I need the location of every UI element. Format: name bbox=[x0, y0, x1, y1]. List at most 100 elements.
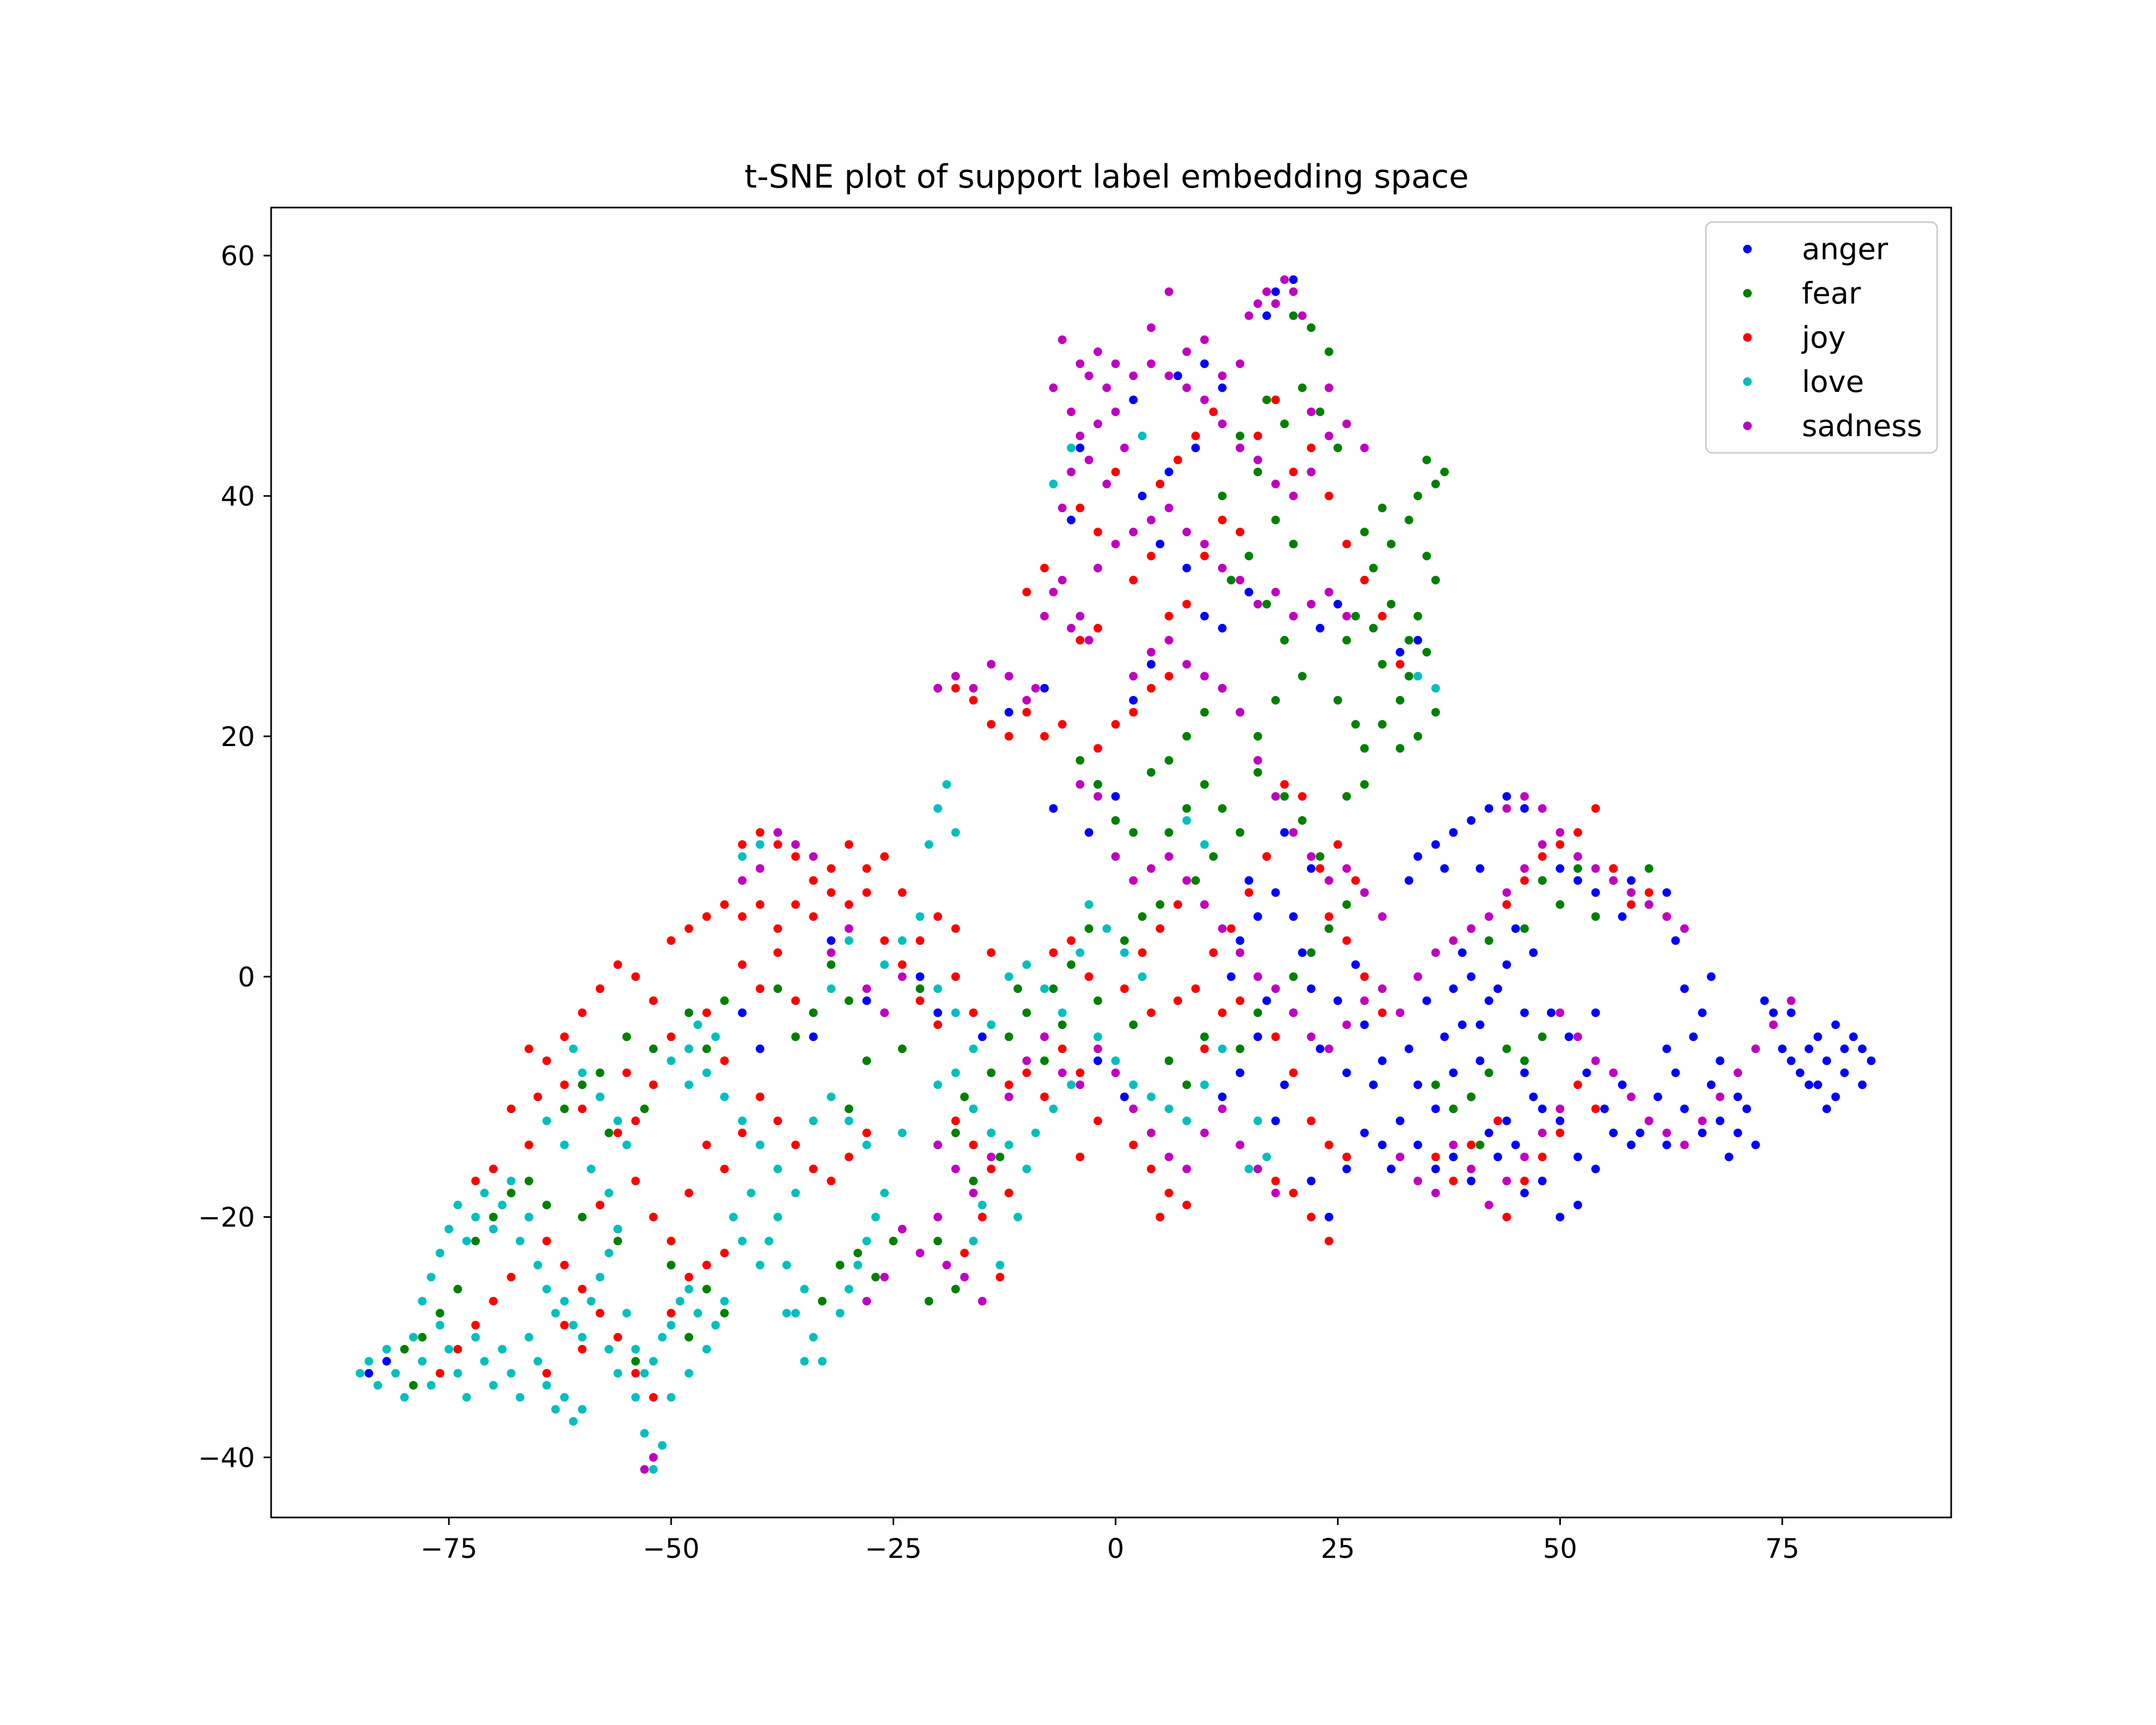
point-joy-51 bbox=[897, 960, 907, 969]
point-fear-92 bbox=[1484, 1068, 1494, 1078]
chart-title: t-SNE plot of support label embedding sp… bbox=[744, 158, 1469, 196]
point-fear-90 bbox=[1253, 768, 1262, 777]
point-sadness-112 bbox=[1680, 924, 1689, 933]
point-joy-112 bbox=[1164, 1189, 1173, 1198]
point-love-129 bbox=[1013, 1212, 1022, 1222]
point-fear-143 bbox=[471, 1237, 480, 1246]
point-joy-7 bbox=[524, 1044, 534, 1053]
point-fear-105 bbox=[1520, 924, 1529, 933]
point-joy-197 bbox=[1627, 900, 1636, 909]
point-anger-41 bbox=[1573, 1153, 1583, 1162]
point-joy-55 bbox=[969, 1008, 978, 1017]
point-love-114 bbox=[756, 840, 765, 849]
point-fear-40 bbox=[1235, 431, 1245, 440]
point-joy-110 bbox=[1129, 1140, 1138, 1149]
point-anger-48 bbox=[1546, 1008, 1556, 1017]
point-joy-167 bbox=[1200, 551, 1209, 561]
point-fear-33 bbox=[1324, 347, 1333, 356]
point-fear-111 bbox=[1004, 1032, 1013, 1041]
point-sadness-131 bbox=[951, 1164, 960, 1174]
point-anger-176 bbox=[756, 1044, 765, 1053]
point-sadness-150 bbox=[915, 1248, 924, 1258]
point-love-70 bbox=[578, 1068, 587, 1078]
point-sadness-26 bbox=[1342, 419, 1351, 429]
point-sadness-168 bbox=[880, 1008, 889, 1017]
axes-layer: −75 −50 −25 0 25 50 75 −40 −20 0 20 40 60 bbox=[198, 206, 1952, 1564]
point-joy-18 bbox=[845, 900, 853, 909]
point-anger-75 bbox=[1369, 1080, 1378, 1089]
point-anger-127 bbox=[1298, 948, 1307, 957]
point-joy-13 bbox=[756, 900, 765, 909]
point-sadness-121 bbox=[1644, 1116, 1654, 1126]
point-joy-53 bbox=[933, 1020, 942, 1029]
point-sadness-11 bbox=[1102, 479, 1111, 488]
point-joy-184 bbox=[1342, 540, 1351, 549]
point-fear-112 bbox=[986, 1068, 996, 1078]
point-love-125 bbox=[1022, 1164, 1031, 1174]
point-joy-104 bbox=[1040, 1092, 1049, 1101]
point-fear-22 bbox=[1387, 540, 1395, 549]
point-love-68 bbox=[720, 1296, 729, 1306]
point-sadness-46 bbox=[1182, 527, 1191, 536]
point-fear-124 bbox=[845, 996, 853, 1005]
point-sadness-41 bbox=[1093, 563, 1102, 572]
x-tick-label: 25 bbox=[1321, 1533, 1355, 1564]
point-sadness-18 bbox=[1200, 395, 1209, 404]
point-anger-27 bbox=[1724, 1153, 1733, 1162]
x-tick-label: −50 bbox=[642, 1533, 700, 1564]
point-love-82 bbox=[720, 1092, 729, 1101]
point-anger-14 bbox=[1787, 1008, 1796, 1017]
point-anger-136 bbox=[1307, 1176, 1316, 1185]
point-love-135 bbox=[1022, 960, 1031, 969]
point-joy-31 bbox=[578, 1105, 587, 1113]
point-sadness-138 bbox=[1075, 1080, 1084, 1089]
point-sadness-159 bbox=[640, 1465, 649, 1474]
point-joy-100 bbox=[978, 1212, 987, 1222]
legend: anger fear joy love sadness bbox=[1705, 221, 1938, 454]
point-joy-155 bbox=[1058, 720, 1067, 729]
point-joy-171 bbox=[1173, 456, 1183, 465]
point-joy-166 bbox=[1182, 599, 1191, 609]
point-joy-148 bbox=[1360, 972, 1369, 981]
point-anger-167 bbox=[1146, 660, 1156, 669]
x-tick-label: −25 bbox=[865, 1533, 922, 1564]
point-fear-166 bbox=[969, 1176, 978, 1185]
point-sadness-19 bbox=[1218, 419, 1227, 429]
point-love-141 bbox=[1093, 1032, 1102, 1041]
point-anger-106 bbox=[1511, 924, 1520, 933]
point-joy-23 bbox=[702, 1008, 711, 1017]
point-sadness-84 bbox=[1182, 876, 1191, 885]
point-love-86 bbox=[747, 1189, 756, 1198]
point-sadness-143 bbox=[1164, 1153, 1173, 1162]
point-fear-45 bbox=[1245, 551, 1254, 561]
point-anger-154 bbox=[1200, 359, 1209, 368]
point-joy-132 bbox=[1049, 948, 1058, 957]
point-anger-73 bbox=[1440, 1032, 1449, 1041]
point-sadness-62 bbox=[933, 684, 942, 693]
point-sadness-176 bbox=[1502, 1176, 1511, 1185]
point-fear-51 bbox=[1253, 732, 1262, 741]
point-sadness-139 bbox=[1093, 1044, 1102, 1053]
point-fear-145 bbox=[436, 1309, 445, 1317]
point-sadness-123 bbox=[1680, 1140, 1689, 1149]
point-fear-41 bbox=[1253, 467, 1262, 477]
point-joy-188 bbox=[1022, 588, 1031, 597]
point-joy-68 bbox=[827, 1176, 835, 1185]
point-anger-140 bbox=[1200, 612, 1209, 620]
point-fear-61 bbox=[1129, 828, 1138, 837]
point-joy-126 bbox=[1271, 1176, 1280, 1185]
point-fear-81 bbox=[1253, 1008, 1262, 1017]
point-fear-126 bbox=[809, 1008, 818, 1017]
point-sadness-158 bbox=[649, 1453, 658, 1462]
legend-item-anger: anger bbox=[1743, 232, 1888, 266]
point-fear-26 bbox=[1333, 696, 1342, 705]
point-anger-168 bbox=[1040, 684, 1049, 693]
point-love-152 bbox=[1049, 479, 1058, 488]
point-anger-71 bbox=[1360, 1128, 1369, 1137]
point-joy-116 bbox=[1218, 1008, 1227, 1017]
point-love-138 bbox=[1102, 924, 1111, 933]
point-love-31 bbox=[462, 1237, 471, 1246]
point-joy-1 bbox=[578, 1008, 587, 1017]
point-sadness-141 bbox=[1129, 1105, 1138, 1113]
